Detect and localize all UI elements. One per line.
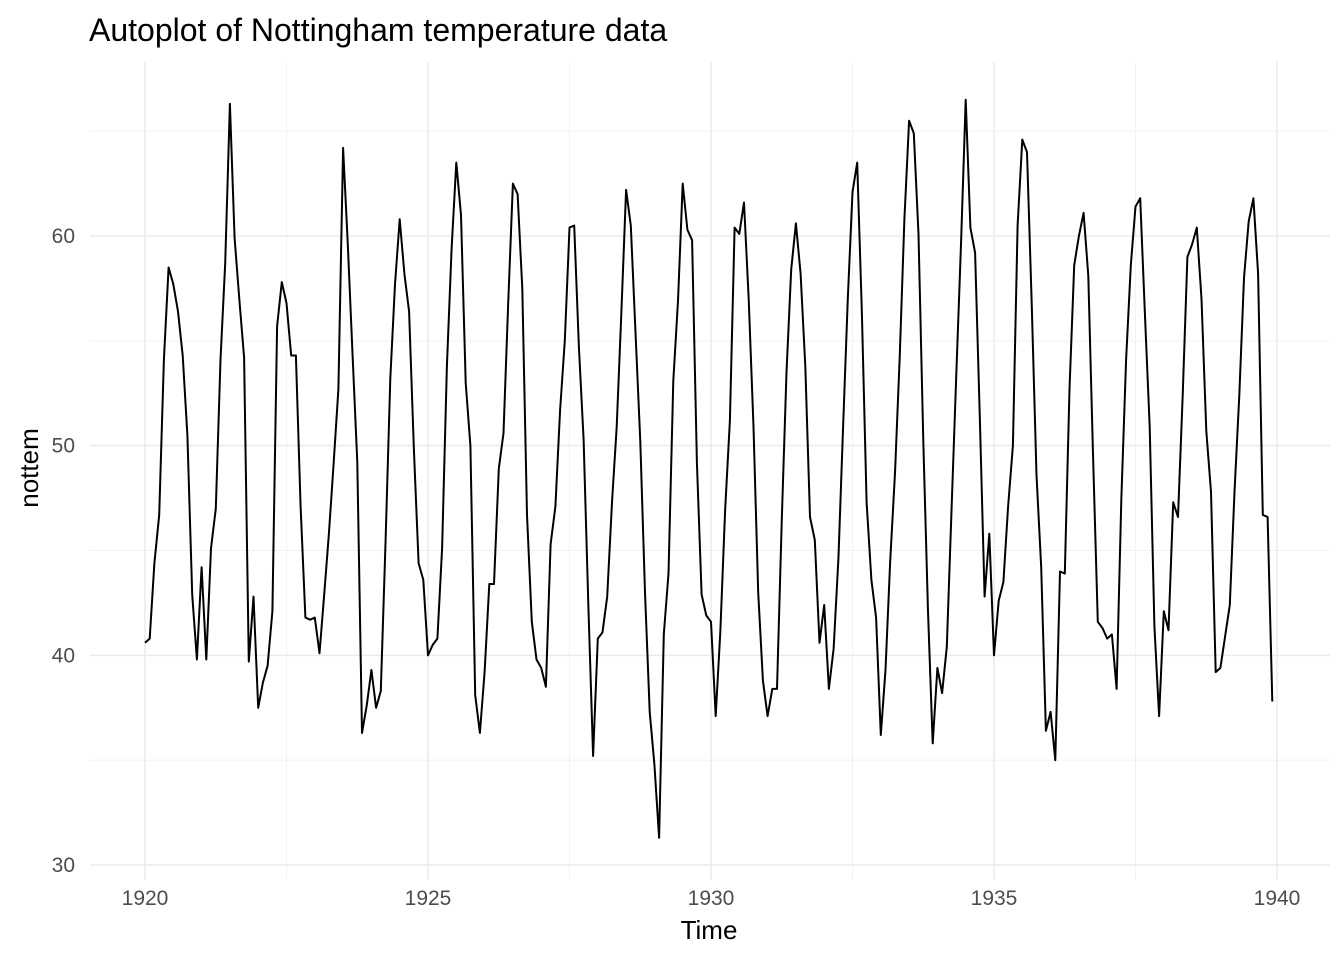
chart-title: Autoplot of Nottingham temperature data (89, 12, 667, 48)
x-axis-ticks: 1920 1925 1930 1935 1940 (122, 887, 1301, 910)
x-tick-label: 1935 (971, 887, 1018, 910)
x-tick-label: 1940 (1254, 887, 1301, 910)
y-tick-label: 50 (52, 435, 75, 458)
series-line (144, 98, 1274, 839)
y-tick-label: 40 (52, 644, 75, 667)
y-axis-label: nottem (14, 428, 44, 508)
x-axis-label: Time (681, 915, 738, 945)
y-axis-ticks: 30 40 50 60 (52, 225, 75, 877)
x-tick-label: 1925 (405, 887, 452, 910)
y-tick-label: 30 (52, 854, 75, 877)
grid (90, 62, 1330, 880)
x-tick-label: 1920 (122, 887, 169, 910)
x-tick-label: 1930 (688, 887, 735, 910)
y-tick-label: 60 (52, 225, 75, 248)
